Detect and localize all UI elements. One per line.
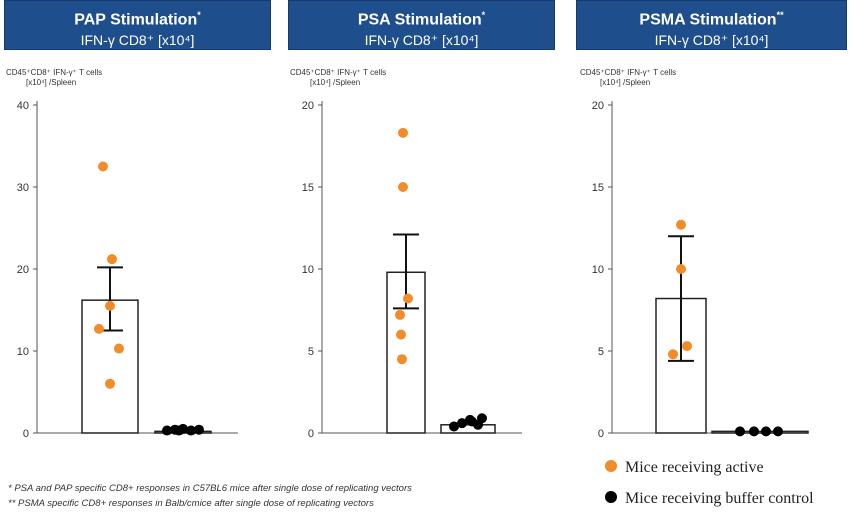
panel-header-psa: PSA Stimulation* IFN-γ CD8⁺ [x10⁴] <box>288 0 555 50</box>
y-tick-label: 0 <box>23 428 29 440</box>
data-point-active <box>676 264 686 274</box>
orange-dot-icon <box>605 460 617 473</box>
y-axis-label-pap: CD45⁺CD8⁺ IFN-γ⁺ T cells [x10⁴] /Spleen <box>6 68 102 88</box>
y-axis-label-line1: CD45⁺CD8⁺ IFN-γ⁺ T cells <box>290 68 387 77</box>
data-point-buffer <box>773 426 783 437</box>
data-point-buffer <box>162 425 172 436</box>
y-axis-label-psma: CD45⁺CD8⁺ IFN-γ⁺ T cells [x10⁴] /Spleen <box>580 68 676 88</box>
data-point-active <box>403 293 413 304</box>
data-point-buffer <box>761 426 771 437</box>
data-point-buffer <box>749 426 759 437</box>
data-point-buffer <box>477 413 487 424</box>
y-tick-label: 15 <box>592 182 604 194</box>
y-tick-label: 10 <box>302 264 314 276</box>
footnote-2: ** PSMA specific CD8+ responses in Balb/… <box>8 498 374 509</box>
data-point-buffer <box>186 425 196 436</box>
panel-title-mark: ** <box>776 10 784 20</box>
data-point-buffer <box>194 424 204 435</box>
black-dot-icon <box>605 491 617 504</box>
panel-subtitle: IFN-γ CD8⁺ [x10⁴] <box>364 32 479 49</box>
y-axis-label-line1: CD45⁺CD8⁺ IFN-γ⁺ T cells <box>6 68 103 77</box>
data-point-buffer <box>449 421 459 432</box>
data-point-buffer <box>174 425 184 436</box>
panel-header-pap: PAP Stimulation* IFN-γ CD8⁺ [x10⁴] <box>4 0 271 50</box>
bar <box>440 424 496 434</box>
bar <box>81 299 139 434</box>
y-axis-label-psa: CD45⁺CD8⁺ IFN-γ⁺ T cells [x10⁴] /Spleen <box>290 68 386 88</box>
legend-item-buffer: Mice receiving buffer control <box>605 490 814 508</box>
data-point-active <box>105 300 115 311</box>
y-tick-label: 40 <box>17 100 29 112</box>
y-tick-label: 10 <box>17 346 29 358</box>
panel-title: PSA Stimulation <box>357 11 482 29</box>
data-point-active <box>396 329 406 340</box>
panel-subtitle: IFN-γ CD8⁺ [x10⁴] <box>654 32 769 49</box>
y-tick-label: 20 <box>592 100 604 112</box>
y-axis-label-line2: [x10⁴] /Spleen <box>310 78 361 87</box>
y-axis-label-line1: CD45⁺CD8⁺ IFN-γ⁺ T cells <box>580 68 677 77</box>
bar <box>711 430 809 434</box>
panel-header-psma: PSMA Stimulation** IFN-γ CD8⁺ [x10⁴] <box>576 0 847 50</box>
data-point-active <box>398 127 408 138</box>
y-axis-label-line2: [x10⁴] /Spleen <box>600 78 651 87</box>
y-tick-label: 5 <box>308 346 314 358</box>
legend-label: Mice receiving buffer control <box>625 490 814 507</box>
data-point-active <box>105 378 115 389</box>
panel-title-mark: * <box>481 10 486 20</box>
data-point-active <box>94 323 104 334</box>
y-tick-label: 0 <box>598 428 604 440</box>
y-tick-label: 15 <box>302 182 314 194</box>
data-point-active <box>395 309 405 320</box>
y-tick-label: 20 <box>17 264 29 276</box>
data-point-active <box>107 254 117 265</box>
y-tick-label: 10 <box>592 264 604 276</box>
legend-label: Mice receiving active <box>625 459 764 476</box>
data-point-buffer <box>457 418 467 429</box>
footnote-1: * PSA and PAP specific CD8+ responses in… <box>8 483 412 494</box>
y-tick-label: 20 <box>302 100 314 112</box>
data-point-buffer <box>735 426 745 437</box>
data-point-buffer <box>467 416 477 427</box>
panel-title-mark: * <box>197 10 201 20</box>
data-point-active <box>114 343 124 354</box>
data-point-active <box>676 219 686 230</box>
y-tick-label: 5 <box>598 346 604 358</box>
y-tick-label: 30 <box>17 182 29 194</box>
y-axis-label-line2: [x10⁴] /Spleen <box>26 78 77 87</box>
panel-title: PSMA Stimulation <box>639 11 777 29</box>
panel-title: PAP Stimulation <box>74 11 198 29</box>
data-point-active <box>98 161 108 172</box>
legend-item-active: Mice receiving active <box>605 459 764 477</box>
data-point-active <box>397 354 407 365</box>
data-point-active <box>398 182 408 192</box>
panel-subtitle: IFN-γ CD8⁺ [x10⁴] <box>80 32 195 49</box>
y-tick-label: 0 <box>308 428 314 440</box>
data-point-active <box>682 341 692 352</box>
data-point-active <box>668 349 678 360</box>
